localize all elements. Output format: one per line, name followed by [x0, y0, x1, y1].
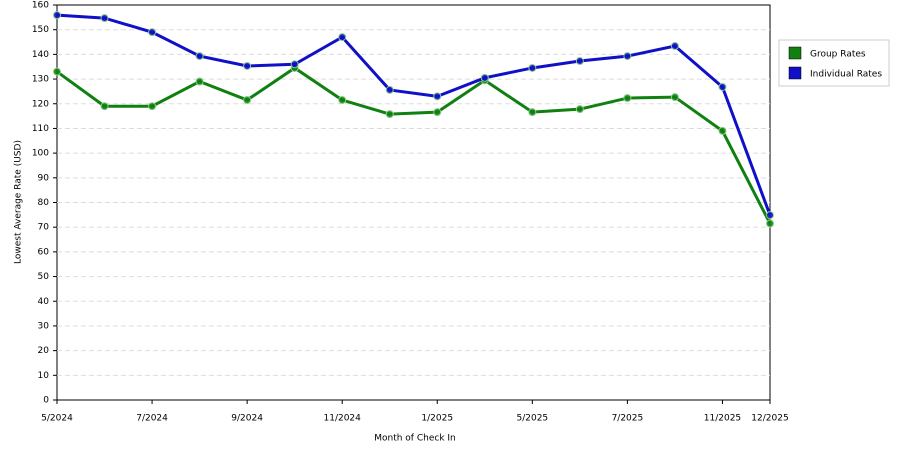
x-tick-label: 11/2024 — [324, 414, 362, 424]
y-tick-label: 40 — [38, 297, 50, 307]
point — [528, 63, 537, 72]
point — [385, 110, 394, 119]
point — [385, 85, 394, 94]
y-tick-label: 70 — [38, 223, 50, 233]
point — [195, 77, 204, 86]
point — [718, 82, 727, 91]
point — [433, 108, 442, 117]
point — [575, 105, 584, 114]
point — [338, 33, 347, 42]
x-tick-label: 7/2024 — [136, 414, 168, 424]
x-axis-label: Month of Check In — [374, 434, 456, 444]
point — [148, 28, 157, 37]
point — [766, 219, 774, 228]
x-tick-label: 5/2025 — [516, 414, 548, 424]
y-tick-label: 90 — [38, 173, 50, 183]
point — [53, 67, 61, 76]
legend-swatch — [788, 46, 802, 60]
point — [243, 96, 252, 105]
x-tick-label: 5/2024 — [41, 414, 73, 424]
point — [480, 73, 489, 82]
x-tick-label: 7/2025 — [612, 414, 644, 424]
y-tick-label: 130 — [32, 75, 49, 85]
y-tick-label: 140 — [32, 50, 49, 60]
point — [575, 57, 584, 66]
point — [338, 96, 347, 105]
point — [100, 14, 109, 23]
point — [148, 102, 157, 111]
point — [195, 52, 204, 61]
legend-label: Individual Rates — [810, 70, 882, 80]
point — [528, 108, 537, 117]
x-tick-label: 12/2025 — [751, 414, 788, 424]
point — [243, 61, 252, 70]
y-axis-label: Lowest Average Rate (USD) — [14, 140, 24, 264]
series-line — [56, 13, 772, 216]
point — [718, 126, 727, 135]
y-tick-label: 160 — [32, 1, 49, 11]
legend-swatch — [788, 66, 802, 80]
point — [670, 41, 679, 50]
point — [100, 102, 109, 111]
x-tick-label: 11/2025 — [704, 414, 741, 424]
point — [623, 94, 632, 103]
x-tick-label: 1/2025 — [421, 414, 453, 424]
point — [53, 11, 61, 20]
y-tick-label: 60 — [38, 247, 50, 257]
y-tick-label: 110 — [32, 124, 49, 134]
point — [766, 211, 774, 220]
point — [623, 52, 632, 61]
series-line — [56, 66, 772, 225]
point — [670, 93, 679, 102]
y-tick-label: 50 — [38, 272, 50, 282]
point — [433, 92, 442, 101]
y-tick-label: 0 — [43, 396, 49, 406]
x-tick-label: 9/2024 — [231, 414, 263, 424]
legend-label: Group Rates — [810, 50, 866, 60]
point — [290, 60, 299, 69]
y-tick-label: 100 — [32, 149, 49, 159]
y-tick-label: 80 — [38, 198, 50, 208]
y-tick-label: 10 — [38, 371, 50, 381]
y-tick-label: 20 — [38, 346, 50, 356]
y-tick-label: 30 — [38, 321, 50, 331]
y-tick-label: 150 — [32, 25, 49, 35]
y-tick-label: 120 — [32, 99, 49, 109]
